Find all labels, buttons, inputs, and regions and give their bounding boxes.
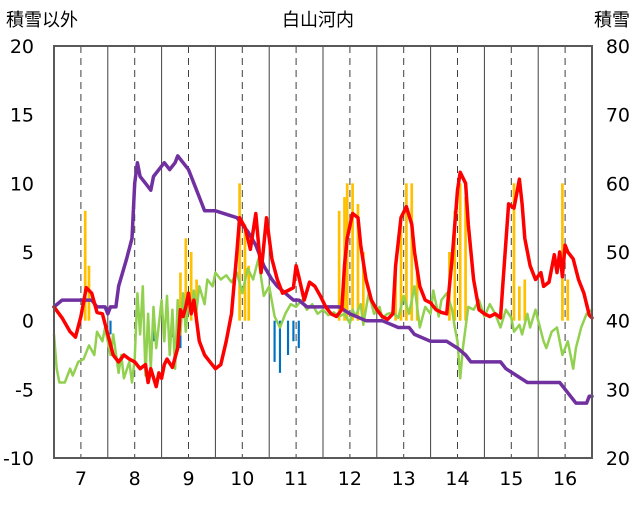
x-tick-label: 16 [553, 468, 577, 490]
bar [458, 183, 462, 321]
y-right-tick-label: 20 [606, 448, 630, 470]
chart-title: 白山河内 [282, 10, 354, 31]
y-right-tick-label: 30 [606, 379, 630, 401]
grid-layer [80, 46, 566, 458]
bar [415, 272, 419, 321]
x-tick-label: 12 [338, 468, 362, 490]
plot-frame [53, 45, 593, 459]
bar [286, 320, 290, 355]
y-left-tick-label: 0 [22, 311, 34, 333]
x-tick-label: 8 [129, 468, 141, 490]
y-left-tick-label: 15 [10, 105, 34, 127]
y-right-tick-label: 80 [606, 36, 630, 58]
x-tick-label: 10 [230, 468, 254, 490]
bar [87, 265, 91, 321]
x-tick-label: 11 [284, 468, 308, 490]
y-right-tick-label: 50 [606, 242, 630, 264]
bar [83, 210, 87, 321]
y-left-tick-label: 10 [10, 173, 34, 195]
bar [247, 265, 251, 321]
bar [362, 252, 365, 321]
x-tick-label: 15 [499, 468, 523, 490]
y-left-tick-label: -10 [3, 448, 34, 470]
bar [109, 320, 112, 335]
bar [292, 320, 295, 342]
y-right-tick-label: 40 [606, 311, 630, 333]
bar [351, 183, 354, 321]
bar [337, 210, 341, 321]
bar [273, 320, 276, 362]
bar [356, 203, 360, 321]
bar [278, 320, 282, 373]
line-layer [52, 154, 594, 405]
y-right-tick-label: 70 [606, 105, 630, 127]
tick-label-layer: -10 -5 0 5 10 15 20 20 30 40 50 60 70 80 7 8 9 10 11 12 13 14… [3, 36, 630, 490]
bar [297, 320, 300, 349]
bar [243, 224, 247, 321]
bar [561, 183, 564, 321]
x-tick-label: 14 [445, 468, 469, 490]
series-line [52, 154, 594, 405]
y-right-tick-label: 60 [606, 173, 630, 195]
bar [405, 183, 408, 321]
x-tick-label: 7 [75, 468, 87, 490]
y-left-tick-label: 20 [10, 36, 34, 58]
left-axis-title: 積雪以外 [6, 10, 78, 31]
bar [453, 210, 457, 321]
bar [238, 183, 241, 321]
bar [523, 279, 527, 321]
bar [179, 272, 182, 321]
series-line [52, 170, 594, 389]
bar [566, 279, 570, 321]
bar [410, 183, 414, 321]
bar [399, 224, 403, 321]
bar [189, 252, 193, 321]
bar [464, 197, 467, 321]
x-tick-label: 9 [182, 468, 194, 490]
right-axis-title: 積雪 [594, 10, 630, 31]
y-left-tick-label: 5 [22, 242, 34, 264]
bar [184, 238, 188, 321]
y-left-tick-label: -5 [15, 379, 34, 401]
x-tick-label: 13 [392, 468, 416, 490]
bar [512, 183, 516, 321]
bar [518, 286, 521, 321]
